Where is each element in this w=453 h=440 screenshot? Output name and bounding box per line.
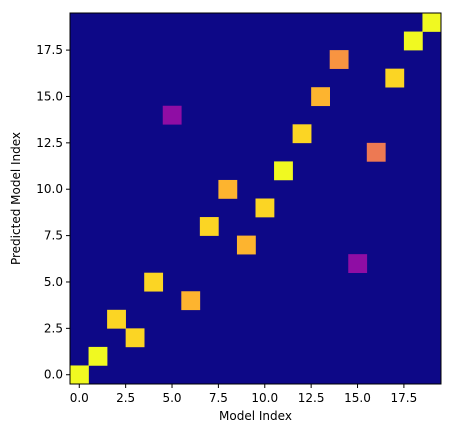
y-tick-label: 0.0 <box>44 368 63 382</box>
x-tick-label: 15.0 <box>344 391 371 405</box>
heatmap-cell <box>329 50 349 69</box>
heatmap-cell <box>255 198 275 218</box>
y-tick-label: 10.0 <box>36 182 63 196</box>
x-tick-label: 0.0 <box>70 391 89 405</box>
x-tick-label: 10.0 <box>251 391 278 405</box>
y-ticks: 0.0 2.5 5.0 7.5 10.0 12.5 15.0 17.5 <box>36 43 70 382</box>
heatmap-cell <box>181 291 201 311</box>
heatmap-cell <box>403 31 423 51</box>
x-tick-label: 12.5 <box>298 391 325 405</box>
heatmap-cell <box>348 254 368 273</box>
heatmap-cell <box>311 87 330 107</box>
heatmap-cell <box>199 217 219 236</box>
heatmap-cell <box>422 13 442 32</box>
heatmap-cell <box>218 179 238 199</box>
y-tick-label: 7.5 <box>44 229 63 243</box>
x-tick-label: 17.5 <box>391 391 418 405</box>
x-tick-label: 2.5 <box>116 391 135 405</box>
y-axis-label: Predicted Model Index <box>9 132 23 265</box>
heatmap-cell <box>274 161 293 181</box>
heatmap-cell <box>88 346 108 366</box>
y-tick-label: 15.0 <box>36 89 63 103</box>
heatmap-cell <box>144 272 164 292</box>
heatmap-cell <box>107 309 126 329</box>
cells-layer <box>70 13 442 385</box>
plot-frame <box>69 12 442 385</box>
heatmap-cell <box>70 365 89 385</box>
y-tick-label: 5.0 <box>44 275 63 289</box>
x-axis-label: Model Index <box>219 409 292 423</box>
y-tick-label: 12.5 <box>36 136 63 150</box>
heatmap-cell <box>236 235 256 255</box>
y-tick-label: 2.5 <box>44 321 63 335</box>
heatmap-cell <box>366 142 386 162</box>
x-tick-label: 5.0 <box>162 391 181 405</box>
heatmap-cell <box>292 124 312 144</box>
heatmap-cell <box>162 105 182 125</box>
heatmap-cell <box>385 68 405 88</box>
y-tick-label: 17.5 <box>36 43 63 57</box>
x-tick-label: 7.5 <box>209 391 228 405</box>
x-ticks: 0.0 2.5 5.0 7.5 10.0 12.5 15.0 17.5 <box>70 384 418 405</box>
heatmap-cell <box>125 328 145 348</box>
